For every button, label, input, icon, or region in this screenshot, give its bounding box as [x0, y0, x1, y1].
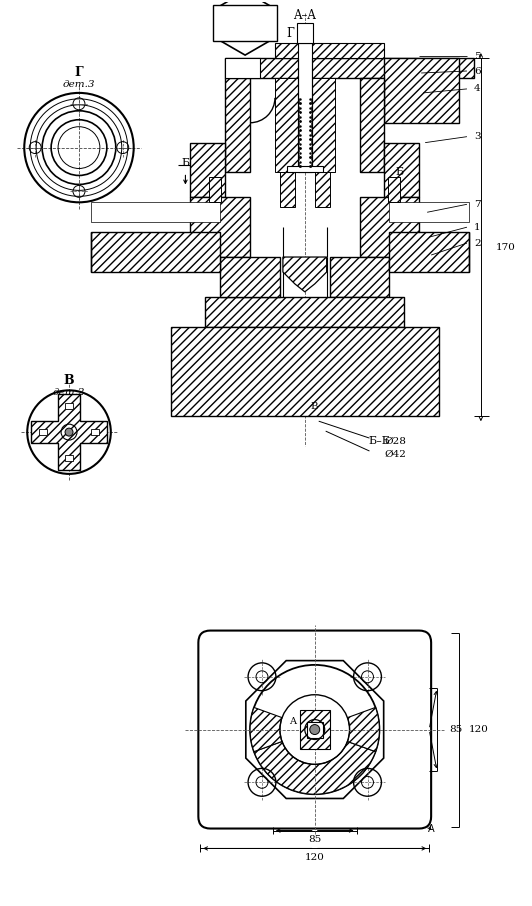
- Polygon shape: [91, 232, 220, 272]
- Polygon shape: [275, 78, 298, 172]
- Polygon shape: [360, 198, 419, 257]
- Text: В: В: [311, 401, 319, 410]
- Bar: [307, 721, 323, 737]
- Polygon shape: [170, 327, 439, 416]
- Polygon shape: [31, 394, 107, 470]
- Polygon shape: [225, 78, 250, 172]
- Text: В: В: [64, 374, 74, 387]
- Polygon shape: [220, 257, 280, 297]
- Text: 5: 5: [474, 52, 480, 61]
- FancyBboxPatch shape: [198, 631, 431, 828]
- Polygon shape: [246, 660, 384, 798]
- Polygon shape: [385, 58, 459, 122]
- Text: A: A: [289, 717, 296, 726]
- Bar: [91, 202, 220, 222]
- Polygon shape: [190, 198, 250, 257]
- Text: 85: 85: [449, 725, 462, 734]
- Polygon shape: [360, 78, 385, 172]
- Polygon shape: [312, 78, 335, 172]
- Text: дет.3: дет.3: [63, 81, 95, 90]
- Bar: [388, 178, 400, 202]
- Text: 7: 7: [474, 200, 480, 208]
- Circle shape: [65, 429, 73, 436]
- Text: Б: Б: [181, 158, 189, 168]
- Text: дет.2: дет.2: [53, 388, 85, 397]
- Polygon shape: [385, 142, 419, 198]
- Wedge shape: [254, 741, 376, 795]
- Text: 1: 1: [474, 223, 480, 232]
- Polygon shape: [389, 232, 469, 272]
- Bar: [298, 43, 312, 172]
- Polygon shape: [297, 24, 313, 43]
- Polygon shape: [280, 172, 295, 207]
- Polygon shape: [225, 58, 260, 78]
- Bar: [300, 709, 330, 749]
- Polygon shape: [275, 43, 385, 58]
- Polygon shape: [283, 257, 327, 292]
- Polygon shape: [218, 0, 273, 55]
- Polygon shape: [205, 297, 404, 327]
- Polygon shape: [190, 142, 225, 198]
- Text: 85: 85: [308, 835, 321, 844]
- Text: 3: 3: [474, 132, 480, 141]
- Bar: [91, 429, 99, 435]
- Polygon shape: [225, 58, 474, 78]
- Text: Г: Г: [286, 26, 294, 40]
- Text: Б–Б: Б–Б: [369, 436, 390, 446]
- Bar: [213, 5, 277, 41]
- Circle shape: [310, 725, 320, 735]
- Text: A–A: A–A: [293, 9, 316, 22]
- Text: 170: 170: [496, 243, 516, 252]
- Text: 120: 120: [305, 853, 325, 862]
- Text: 120: 120: [469, 725, 489, 734]
- Text: Ø42: Ø42: [385, 449, 406, 458]
- Text: 4: 4: [474, 84, 480, 93]
- Bar: [39, 429, 47, 435]
- Text: Ø28: Ø28: [385, 437, 406, 446]
- Polygon shape: [330, 257, 389, 297]
- Wedge shape: [250, 708, 282, 752]
- Bar: [65, 403, 73, 410]
- Wedge shape: [347, 708, 379, 752]
- Text: Б: Б: [395, 168, 403, 178]
- Bar: [389, 202, 469, 222]
- Bar: [209, 178, 221, 202]
- Polygon shape: [315, 172, 330, 207]
- Bar: [65, 455, 73, 461]
- Text: Г: Г: [74, 66, 84, 80]
- Polygon shape: [287, 166, 323, 172]
- Text: A: A: [428, 824, 435, 834]
- Text: 2: 2: [474, 238, 480, 247]
- Text: 6: 6: [474, 66, 480, 75]
